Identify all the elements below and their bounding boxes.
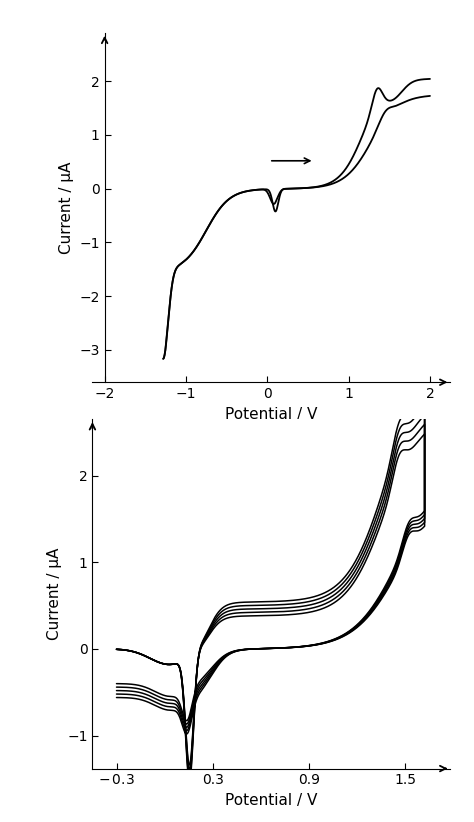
Y-axis label: Current / µA: Current / µA [59, 161, 74, 254]
X-axis label: Potential / V: Potential / V [225, 407, 318, 422]
X-axis label: Potential / V: Potential / V [225, 793, 318, 808]
Y-axis label: Current / µA: Current / µA [46, 547, 62, 640]
